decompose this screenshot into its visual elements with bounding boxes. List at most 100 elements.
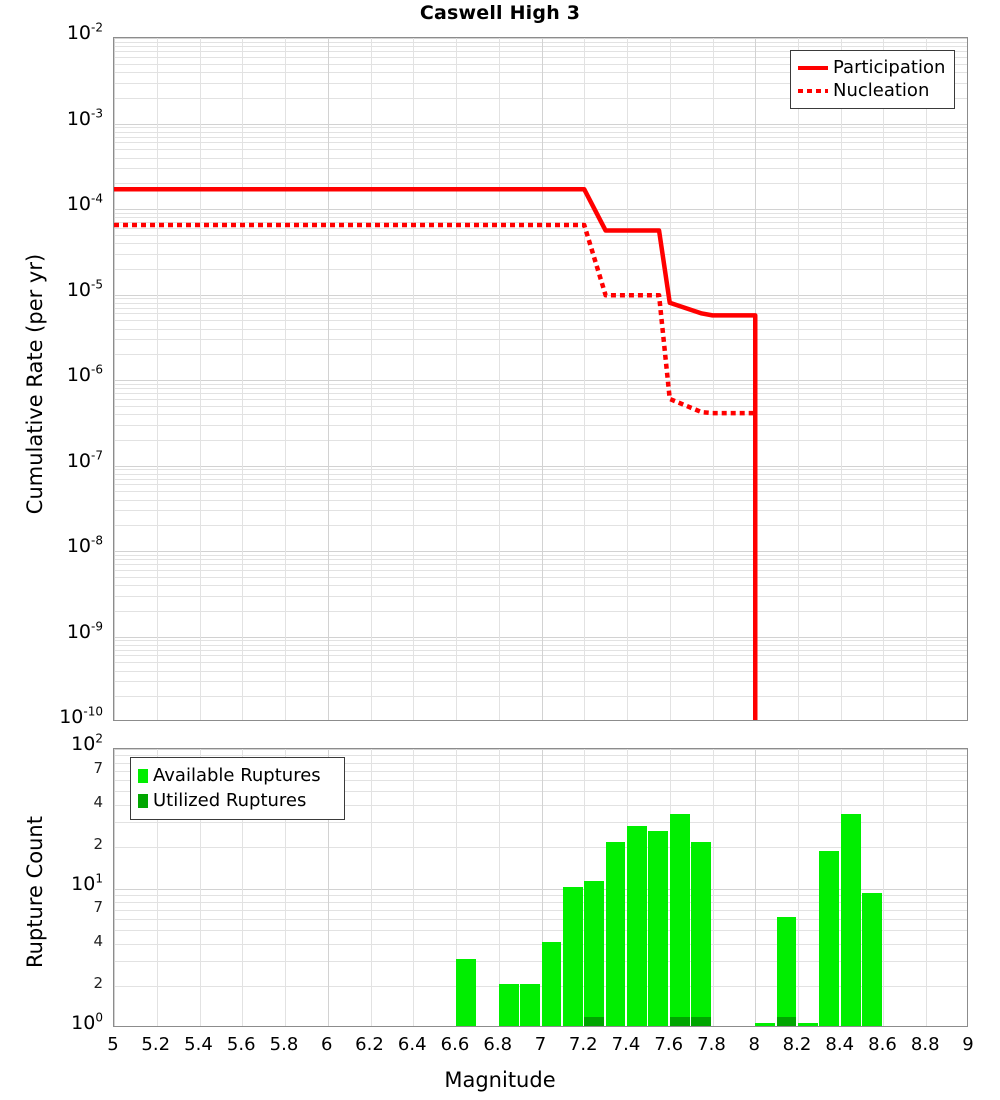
gridline — [328, 749, 329, 1026]
gridline — [883, 38, 884, 720]
gridline — [114, 399, 967, 400]
gridline — [713, 38, 714, 720]
rate-legend: Participation Nucleation — [790, 50, 955, 109]
gridline — [114, 637, 967, 638]
x-tick-label: 7.4 — [611, 1034, 641, 1055]
gridline — [114, 755, 967, 756]
gridline — [242, 749, 243, 1026]
gridline — [114, 889, 967, 890]
gridline — [114, 388, 967, 389]
rupture-bar — [584, 880, 605, 1026]
gridline — [114, 551, 967, 552]
y-tick-minor-label: 7 — [93, 758, 103, 777]
gridline — [114, 384, 967, 385]
gridline — [114, 57, 967, 58]
gridline — [157, 749, 158, 1026]
gridline — [114, 559, 967, 560]
gridline — [798, 38, 799, 720]
curve-nucleation — [114, 222, 758, 720]
gridline — [114, 805, 967, 806]
x-tick-label: 7.8 — [697, 1034, 726, 1055]
gridline — [114, 414, 967, 415]
gridline — [114, 763, 967, 764]
legend-item-available-ruptures[interactable]: Available Ruptures — [138, 763, 336, 788]
y-tick-label: 102 — [71, 731, 103, 755]
gridline — [456, 38, 457, 720]
gridline — [413, 38, 414, 720]
gridline — [114, 596, 967, 597]
x-tick-label: 6.4 — [397, 1034, 427, 1055]
gridline — [114, 847, 967, 848]
gridline — [114, 46, 967, 47]
gridline — [114, 910, 967, 911]
gridline — [883, 749, 884, 1026]
rupture-legend: Available Ruptures Utilized Ruptures — [130, 757, 345, 820]
rupture-bar — [862, 892, 882, 1026]
gridline — [114, 986, 967, 987]
utilized-portion — [584, 1017, 605, 1026]
legend-item-participation[interactable]: Participation — [798, 56, 946, 79]
gridline — [499, 38, 500, 720]
gridline — [114, 771, 967, 772]
gridline — [114, 222, 967, 223]
gridline — [114, 930, 967, 931]
gridline — [242, 38, 243, 720]
gridline — [114, 243, 967, 244]
x-tick-label: 5.2 — [141, 1034, 171, 1055]
x-tick-label: 5.6 — [226, 1034, 256, 1055]
gridline — [114, 895, 967, 896]
y-tick-label: 10-6 — [66, 362, 103, 386]
gridline — [456, 749, 457, 1026]
rupture-bar — [755, 1023, 776, 1026]
gridline — [114, 98, 967, 99]
gridline — [114, 585, 967, 586]
gridline — [114, 662, 967, 663]
gridline — [114, 303, 967, 304]
gridline — [413, 749, 414, 1026]
gridline — [627, 38, 628, 720]
x-tick-label: 8 — [748, 1034, 760, 1055]
gridline — [114, 650, 967, 651]
gridline — [114, 269, 967, 270]
legend-label-available-ruptures: Available Ruptures — [153, 765, 321, 786]
rupture-bar — [498, 984, 519, 1026]
gridline — [114, 645, 967, 646]
gridline — [114, 64, 967, 65]
gridline — [114, 671, 967, 672]
gridline — [114, 510, 967, 511]
legend-item-nucleation[interactable]: Nucleation — [798, 79, 946, 102]
gridline — [114, 469, 967, 470]
gridline — [755, 749, 756, 1026]
x-tick-label: 7 — [534, 1034, 547, 1055]
rupture-bar — [520, 984, 540, 1026]
gridline — [114, 425, 967, 426]
gridline — [926, 38, 927, 720]
legend-label-utilized-ruptures: Utilized Ruptures — [153, 790, 307, 811]
gridline — [371, 38, 372, 720]
curve-participation — [114, 187, 758, 720]
gridline — [542, 38, 543, 720]
gridline — [371, 749, 372, 1026]
gridline — [114, 313, 967, 314]
gridline — [200, 749, 201, 1026]
rupture-bar — [648, 831, 669, 1026]
gridline — [285, 749, 286, 1026]
gridline — [114, 525, 967, 526]
gridline — [499, 749, 500, 1026]
gridline — [328, 38, 329, 720]
gridline — [114, 479, 967, 480]
gridline — [114, 42, 967, 43]
available-ruptures-swatch-icon — [138, 768, 148, 783]
legend-item-utilized-ruptures[interactable]: Utilized Ruptures — [138, 788, 336, 813]
x-tick-label: 7.2 — [568, 1034, 598, 1055]
participation-line-icon — [798, 61, 828, 75]
rupture-bar — [562, 886, 583, 1026]
legend-label-participation: Participation — [833, 57, 946, 78]
gridline — [114, 500, 967, 501]
x-tick-label: 8.4 — [825, 1034, 855, 1055]
gridline — [114, 124, 967, 125]
x-axis-label: Magnitude — [444, 1068, 556, 1092]
x-tick-label: 9 — [962, 1034, 974, 1055]
gridline — [841, 38, 842, 720]
